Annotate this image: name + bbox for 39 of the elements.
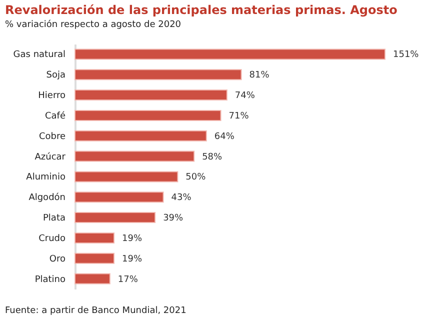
bar xyxy=(74,232,115,244)
y-tick-label: Aluminio xyxy=(26,172,66,183)
chart-title: Revalorización de las principales materias primas. Agosto xyxy=(5,3,398,17)
bar xyxy=(74,90,228,101)
y-tick-label: Café xyxy=(44,110,66,122)
y-tick-label: Cobre xyxy=(38,132,66,142)
bar xyxy=(74,171,178,182)
y-tick-label: Azúcar xyxy=(34,151,66,162)
data-label: 151% xyxy=(393,50,420,60)
y-tick-label: Platino xyxy=(34,274,66,285)
bar xyxy=(74,192,164,203)
data-label: 81% xyxy=(249,70,270,81)
data-label: 19% xyxy=(122,234,142,244)
bar xyxy=(74,212,156,224)
bar xyxy=(74,69,242,80)
bar xyxy=(74,150,195,162)
data-label: 17% xyxy=(118,274,138,285)
data-label: 43% xyxy=(171,193,192,204)
y-tick-label: Hierro xyxy=(38,91,66,102)
chart-subtitle: % variación respecto a agosto de 2020 xyxy=(5,19,182,30)
bar xyxy=(74,48,386,60)
source-note: Fuente: a partir de Banco Mundial, 2021 xyxy=(5,306,186,316)
data-label: 50% xyxy=(186,172,206,183)
data-label: 71% xyxy=(228,111,250,122)
bar xyxy=(74,252,115,264)
y-tick-label: Crudo xyxy=(38,234,66,244)
y-tick-label: Soja xyxy=(46,70,66,81)
bar xyxy=(74,110,222,121)
y-tick-label: Plata xyxy=(43,214,66,224)
data-label: 19% xyxy=(122,254,142,264)
y-tick-label: Algodón xyxy=(28,192,66,204)
y-tick-label: Gas natural xyxy=(13,50,66,60)
bar xyxy=(74,273,110,284)
data-label: 64% xyxy=(214,132,235,142)
data-label: 58% xyxy=(202,152,223,162)
data-label: 39% xyxy=(163,214,184,224)
y-tick-label: Oro xyxy=(49,254,66,264)
data-label: 74% xyxy=(234,91,256,102)
bar xyxy=(74,130,207,142)
